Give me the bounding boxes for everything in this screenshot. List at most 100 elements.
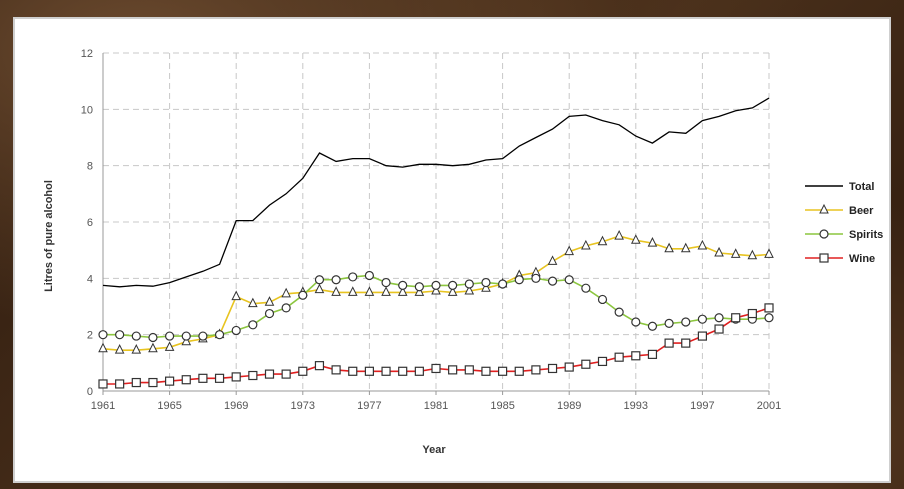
wine-point [165, 376, 175, 386]
spirits-point [714, 313, 724, 323]
spirits-point [697, 314, 708, 324]
beer-point [381, 286, 391, 296]
legend-label-spirits: Spirits [849, 229, 883, 241]
spirits-point [398, 280, 408, 290]
wine-point [514, 366, 524, 376]
beer-point [181, 335, 192, 346]
beer-point [98, 342, 108, 353]
beer-point [131, 344, 142, 354]
wine-point [331, 365, 341, 375]
wine-point [281, 369, 291, 379]
x-tick-label: 1981 [424, 400, 448, 412]
spirits-point [498, 279, 508, 289]
spirits-point [564, 275, 574, 285]
beer-point [680, 242, 691, 253]
legend: Total Beer Spirits Wine [805, 181, 883, 265]
legend-item-wine: Wine [805, 253, 875, 265]
x-tick-label: 1997 [690, 400, 714, 412]
legend-label-wine: Wine [849, 253, 875, 265]
x-axis-label: Year [422, 444, 446, 456]
y-tick-label: 12 [81, 48, 93, 60]
beer-point [714, 246, 724, 257]
spirits-point [131, 331, 141, 341]
spirits-point [148, 332, 158, 343]
beer-point [464, 284, 475, 295]
spirits-point [381, 277, 391, 288]
beer-point [547, 255, 558, 265]
spirits-point [647, 321, 658, 331]
spirits-point [597, 294, 608, 305]
chart-panel: 0 2 4 6 8 10 12 1961 1965 1969 1973 1977 1981 1985 198… [13, 17, 891, 483]
x-tick-label: 1977 [357, 400, 381, 412]
wine-point [348, 366, 358, 376]
legend-item-spirits: Spirits [805, 229, 883, 241]
y-tick-label: 2 [87, 330, 93, 342]
spirits-point [281, 303, 291, 313]
y-tick-label: 6 [87, 217, 93, 229]
spirits-point [298, 290, 308, 300]
beer-point [630, 234, 641, 244]
legend-label-total: Total [849, 181, 874, 193]
wine-point [464, 365, 474, 375]
spirits-point [481, 277, 491, 288]
beer-point [597, 235, 608, 246]
legend-item-total: Total [805, 181, 874, 193]
spirits-point [314, 275, 325, 285]
wine-point [431, 363, 441, 374]
spirits-point [764, 313, 774, 323]
spirits-point [248, 320, 258, 330]
spirits-point [364, 270, 374, 281]
beer-point [264, 296, 275, 306]
spirits-point [181, 331, 191, 341]
beer-point [647, 237, 658, 247]
wine-point [681, 338, 691, 348]
beer-point [281, 287, 291, 298]
series-spirits [98, 270, 774, 343]
spirits-point [198, 331, 208, 341]
spirits-point [448, 280, 458, 290]
spirits-point [614, 307, 624, 317]
legend-marker-spirits [819, 229, 829, 239]
spirits-point [331, 275, 341, 285]
wine-point [298, 366, 308, 376]
beer-point [231, 290, 242, 301]
spirits-point [214, 330, 225, 340]
beer-point [414, 286, 425, 296]
wine-point [231, 372, 241, 382]
wine-point [131, 377, 141, 388]
line-chart: 0 2 4 6 8 10 12 1961 1965 1969 1973 1977 1981 1985 198… [43, 48, 883, 456]
wine-point [381, 366, 391, 376]
spirits-point [348, 272, 358, 282]
x-tick-label: 1969 [224, 400, 248, 412]
spirits-point [264, 308, 275, 319]
x-tick-label: 1965 [157, 400, 181, 412]
y-tick-label: 0 [87, 386, 93, 398]
x-tick-label: 2001 [757, 400, 781, 412]
wine-point [448, 365, 458, 375]
legend-item-beer: Beer [805, 203, 874, 217]
legend-marker-wine [819, 253, 829, 263]
beer-point [697, 239, 708, 250]
wine-point [314, 361, 325, 371]
beer-point [164, 341, 175, 351]
series-group [98, 97, 774, 389]
spirits-point [414, 282, 424, 292]
wine-point [148, 377, 158, 388]
wine-point [731, 313, 741, 323]
x-tick-label: 1993 [624, 400, 648, 412]
beer-point [397, 286, 408, 296]
spirits-point [165, 331, 175, 341]
beer-point [364, 286, 375, 296]
beer-point [114, 344, 125, 354]
x-tick-label: 1989 [557, 400, 581, 412]
spirits-point [681, 317, 691, 327]
wine-point [647, 349, 658, 359]
wine-point [98, 379, 108, 389]
wine-point [264, 369, 275, 379]
wine-point [747, 308, 757, 319]
wine-point [181, 375, 191, 385]
wine-point [115, 379, 125, 389]
legend-marker-beer [819, 203, 829, 214]
beer-point [431, 284, 441, 295]
x-tick-label: 1985 [490, 400, 514, 412]
